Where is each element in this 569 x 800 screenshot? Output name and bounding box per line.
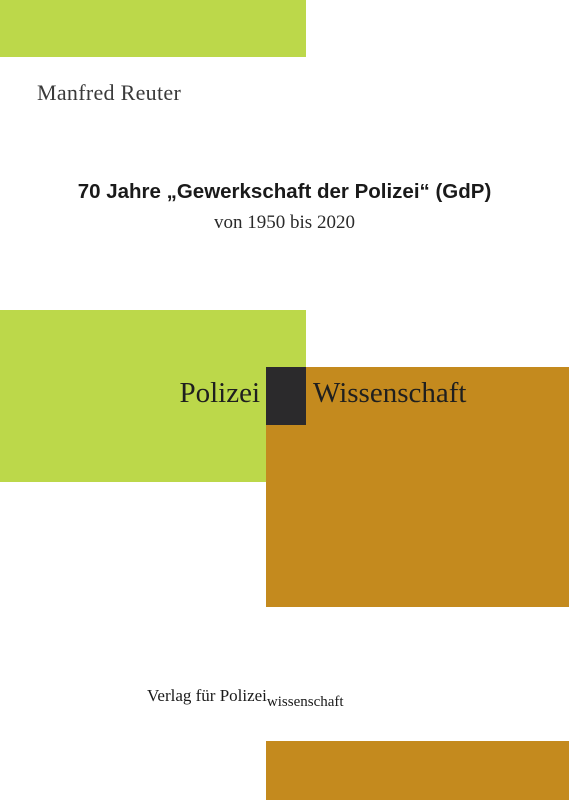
ochre-block-middle [266,367,569,607]
author-name: Manfred Reuter [37,80,182,105]
publisher-subscript: wissenschaft [266,694,344,710]
book-subtitle: von 1950 bis 2020 [214,212,355,233]
dark-square-divider [266,367,306,425]
book-title: 70 Jahre „Gewerkschaft der Polizei“ (GdP… [77,180,492,203]
publisher-name: Verlag für Polizeiwissenschaft [147,686,344,710]
series-label-polizei: Polizei [179,377,260,409]
publisher-main: Verlag für Polizei [147,686,267,705]
series-label-wissenschaft: Wissenschaft [313,377,467,409]
green-block-middle [0,310,306,482]
green-block-top [0,0,306,57]
ochre-block-bottom [266,741,569,800]
